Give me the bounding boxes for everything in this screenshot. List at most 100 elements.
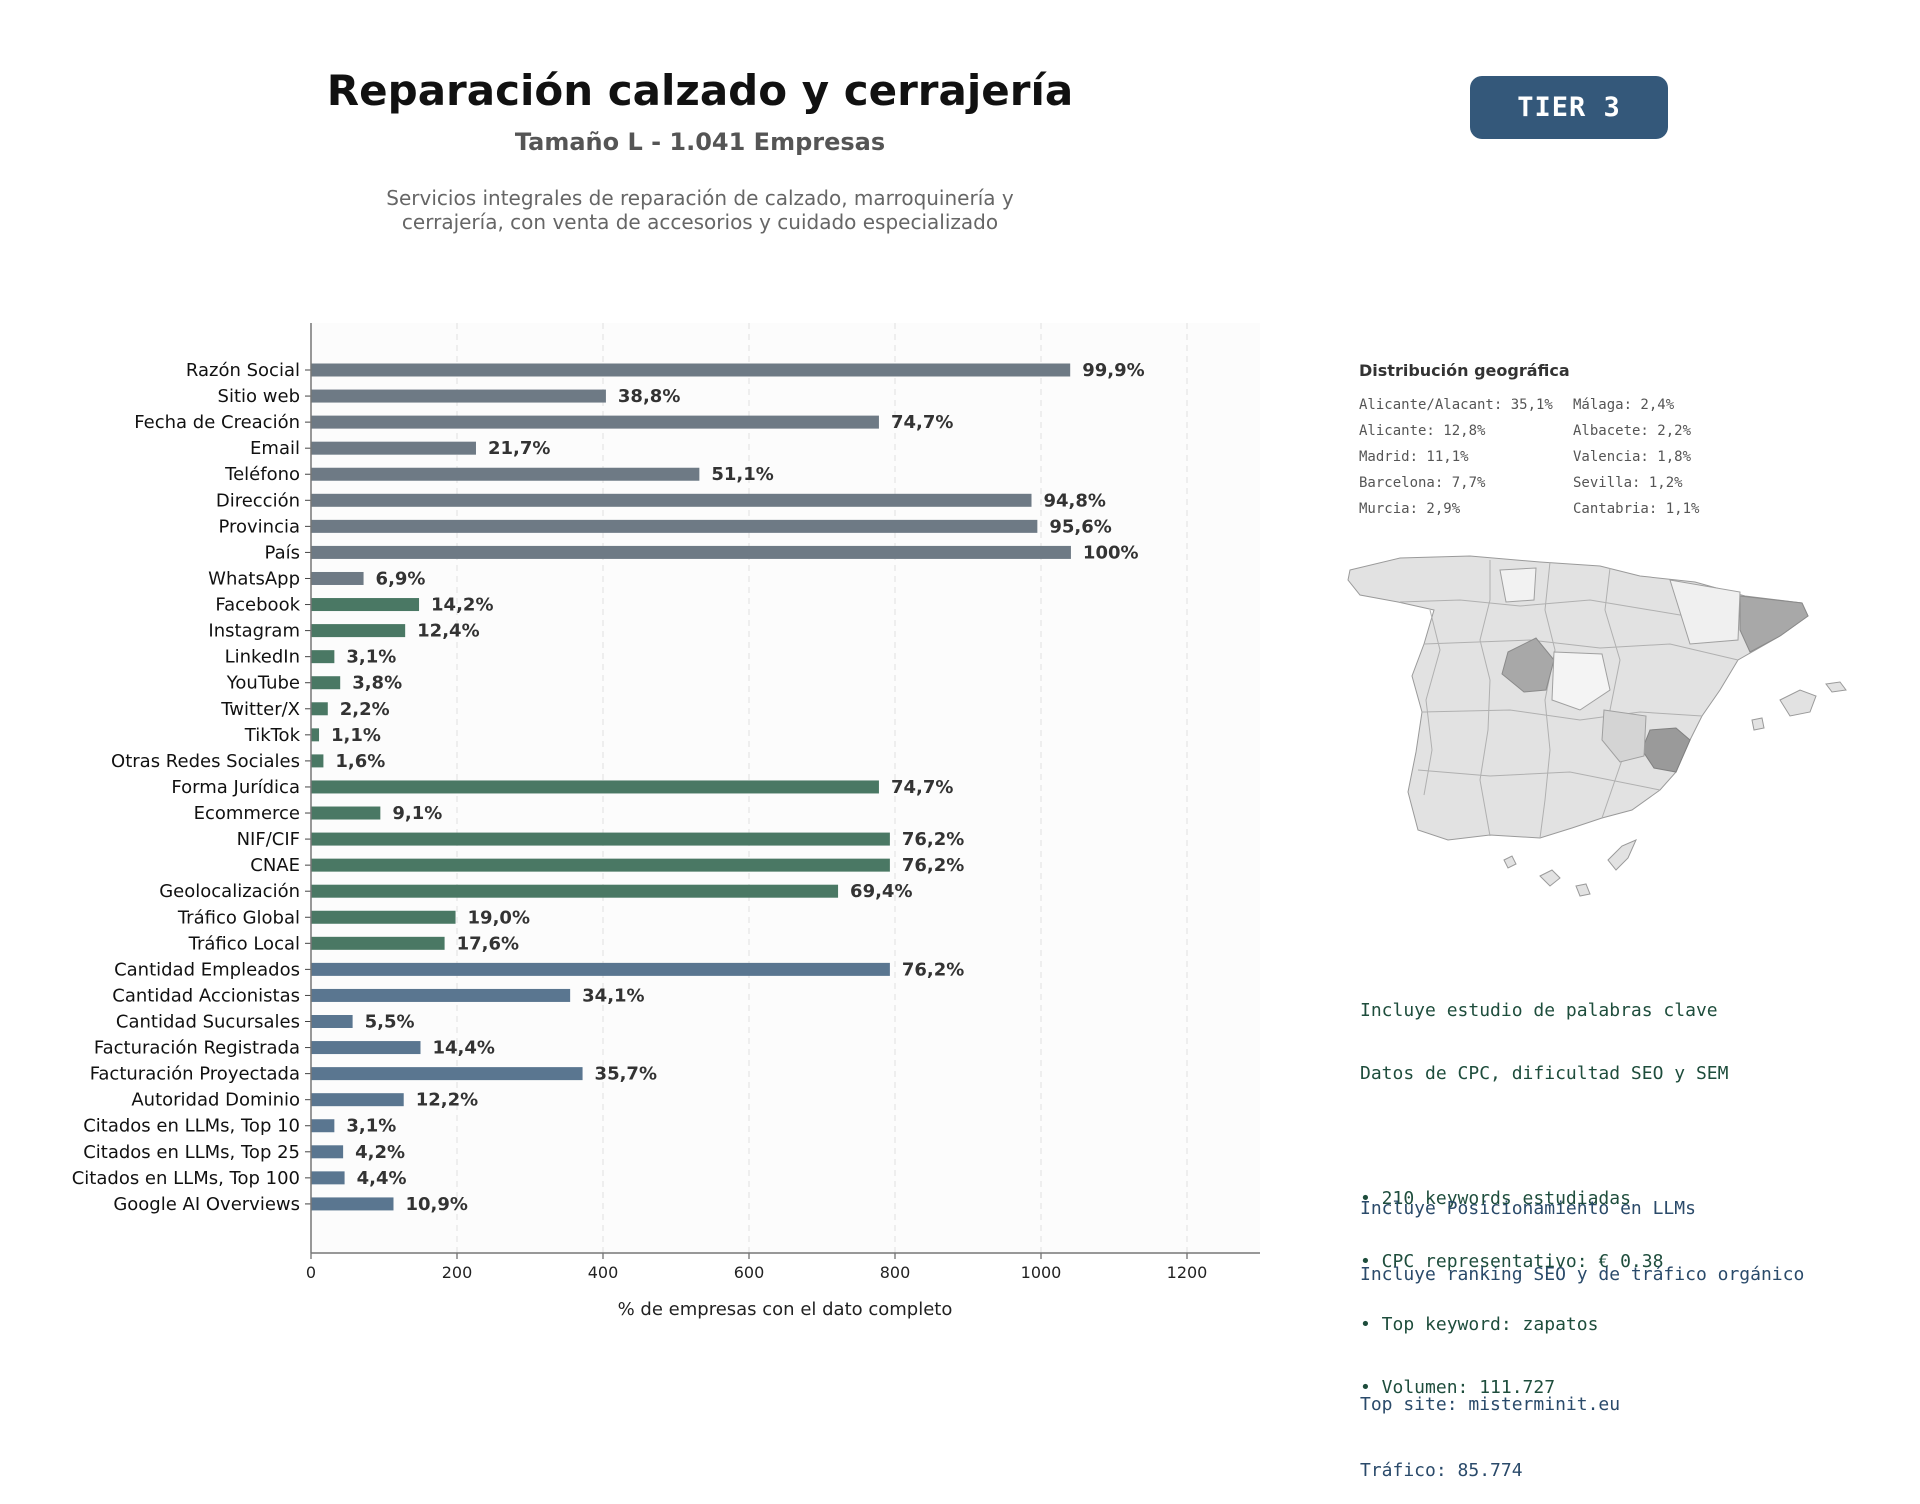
- keywords-bullet: • CPC representativo: € 0.38: [1360, 1251, 1664, 1272]
- data-label: 6,9%: [376, 568, 426, 589]
- map-region-murcia: [1601, 709, 1647, 763]
- bar: [311, 598, 420, 612]
- category-label: Twitter/X: [220, 699, 300, 720]
- category-label: Facturación Registrada: [94, 1038, 300, 1059]
- x-tick-label: 400: [588, 1263, 619, 1282]
- geo-item: Valencia: 1,8%: [1573, 449, 1692, 465]
- bar: [311, 1093, 404, 1107]
- data-label: 51,1%: [711, 464, 773, 485]
- category-label: Instagram: [208, 621, 300, 642]
- tier-badge: TIER 3: [1470, 76, 1668, 139]
- keywords-bullet: • Volumen: 111.727: [1360, 1377, 1556, 1398]
- bar: [311, 1145, 344, 1159]
- bar: [311, 624, 406, 638]
- category-label: Citados en LLMs, Top 25: [83, 1142, 300, 1163]
- category-label: Dirección: [216, 490, 300, 511]
- bar: [311, 1015, 353, 1028]
- category-label: Ecommerce: [194, 803, 300, 824]
- data-label: 1,6%: [335, 751, 385, 772]
- category-label: Razón Social: [186, 360, 300, 381]
- bar: [311, 650, 335, 664]
- map-canarias-small: [1575, 883, 1591, 897]
- keywords-line-1: Incluye estudio de palabras clave: [1360, 1000, 1718, 1021]
- map-region-northwest: [1499, 567, 1537, 603]
- bar: [311, 389, 606, 403]
- map-canarias-center: [1539, 869, 1561, 887]
- category-label: YouTube: [226, 673, 300, 694]
- data-label: 100%: [1083, 542, 1139, 563]
- data-label: 19,0%: [468, 907, 530, 928]
- bar: [311, 493, 1032, 507]
- bar: [311, 988, 571, 1002]
- page-title: Reparación calzado y cerrajería: [326, 66, 1074, 115]
- data-label: 17,6%: [457, 933, 519, 954]
- x-axis-label: % de empresas con el dato completo: [618, 1299, 953, 1320]
- bar: [311, 702, 328, 716]
- bar: [311, 1067, 583, 1081]
- data-label: 3,1%: [346, 1116, 396, 1137]
- description-line-1: Servicios integrales de reparación de ca…: [386, 186, 1014, 210]
- map-region-central: [1551, 651, 1611, 711]
- geo-item: Cantabria: 1,1%: [1573, 501, 1700, 517]
- x-tick-label: 0: [306, 1263, 316, 1282]
- x-tick-label: 600: [734, 1263, 765, 1282]
- bar: [311, 467, 700, 481]
- map-baleares-ibiza: [1751, 717, 1765, 731]
- data-label: 38,8%: [618, 386, 680, 407]
- data-label: 76,2%: [902, 959, 964, 980]
- category-label: Facebook: [215, 595, 300, 616]
- category-label: Citados en LLMs, Top 100: [72, 1168, 300, 1189]
- bar: [311, 1041, 421, 1055]
- bar: [311, 884, 839, 898]
- data-label: 10,9%: [405, 1194, 467, 1215]
- geo-item: Murcia: 2,9%: [1359, 501, 1461, 517]
- data-label: 12,2%: [416, 1090, 478, 1111]
- map-baleares-mallorca: [1779, 689, 1817, 717]
- bar: [311, 1171, 345, 1185]
- data-label: 1,1%: [331, 725, 381, 746]
- category-label: Sitio web: [218, 386, 300, 407]
- data-label: 34,1%: [582, 985, 644, 1006]
- bar: [311, 806, 381, 820]
- bar: [311, 832, 890, 846]
- category-label: Cantidad Empleados: [114, 959, 300, 980]
- data-label: 69,4%: [850, 881, 912, 902]
- category-label: Geolocalización: [159, 881, 300, 902]
- data-label: 74,7%: [891, 412, 953, 433]
- keywords-info: Incluye estudio de palabras clave Datos …: [1360, 958, 1728, 1419]
- map-region-catalonia: [1739, 595, 1809, 653]
- geo-item: Albacete: 2,2%: [1573, 423, 1692, 439]
- geo-item: Sevilla: 1,2%: [1573, 475, 1683, 491]
- top-site: Top site: misterminit.eu: [1360, 1394, 1621, 1415]
- x-tick-label: 800: [880, 1263, 911, 1282]
- llm-line-2: Incluye ranking SEO y de tráfico orgánic…: [1360, 1264, 1805, 1285]
- description-line-2: cerrajería, con venta de accesorios y cu…: [401, 210, 999, 234]
- geo-title: Distribución geográfica: [1359, 361, 1570, 380]
- data-label: 94,8%: [1044, 490, 1106, 511]
- map-canarias-west: [1503, 855, 1517, 869]
- page-subtitle: Tamaño L - 1.041 Empresas: [514, 128, 886, 156]
- category-label: Google AI Overviews: [113, 1194, 300, 1215]
- geo-item: Alicante: 12,8%: [1359, 423, 1486, 439]
- keywords-line-2: Datos de CPC, dificultad SEO y SEM: [1360, 1063, 1729, 1084]
- data-label: 4,4%: [357, 1168, 407, 1189]
- sector-description: Servicios integrales de reparación de ca…: [290, 186, 1110, 234]
- category-label: Provincia: [218, 516, 300, 537]
- data-label: 76,2%: [902, 829, 964, 850]
- category-label: TikTok: [244, 725, 301, 746]
- bar: [311, 415, 879, 429]
- bar: [311, 545, 1071, 559]
- category-label: Tráfico Global: [177, 907, 300, 928]
- data-label: 14,2%: [431, 595, 493, 616]
- llm-line-1: Incluye Posicionamiento en LLMs: [1360, 1198, 1696, 1219]
- category-label: Facturación Proyectada: [90, 1064, 300, 1085]
- bar: [311, 1119, 335, 1133]
- bar: [311, 910, 456, 924]
- category-label: Autoridad Dominio: [131, 1090, 300, 1111]
- data-label: 3,1%: [346, 647, 396, 668]
- bar: [311, 363, 1071, 377]
- map-baleares-menorca: [1825, 681, 1847, 693]
- category-label: País: [265, 542, 300, 563]
- llm-info: Incluye Posicionamiento en LLMs Incluye …: [1360, 1154, 1804, 1504]
- bar: [311, 936, 445, 950]
